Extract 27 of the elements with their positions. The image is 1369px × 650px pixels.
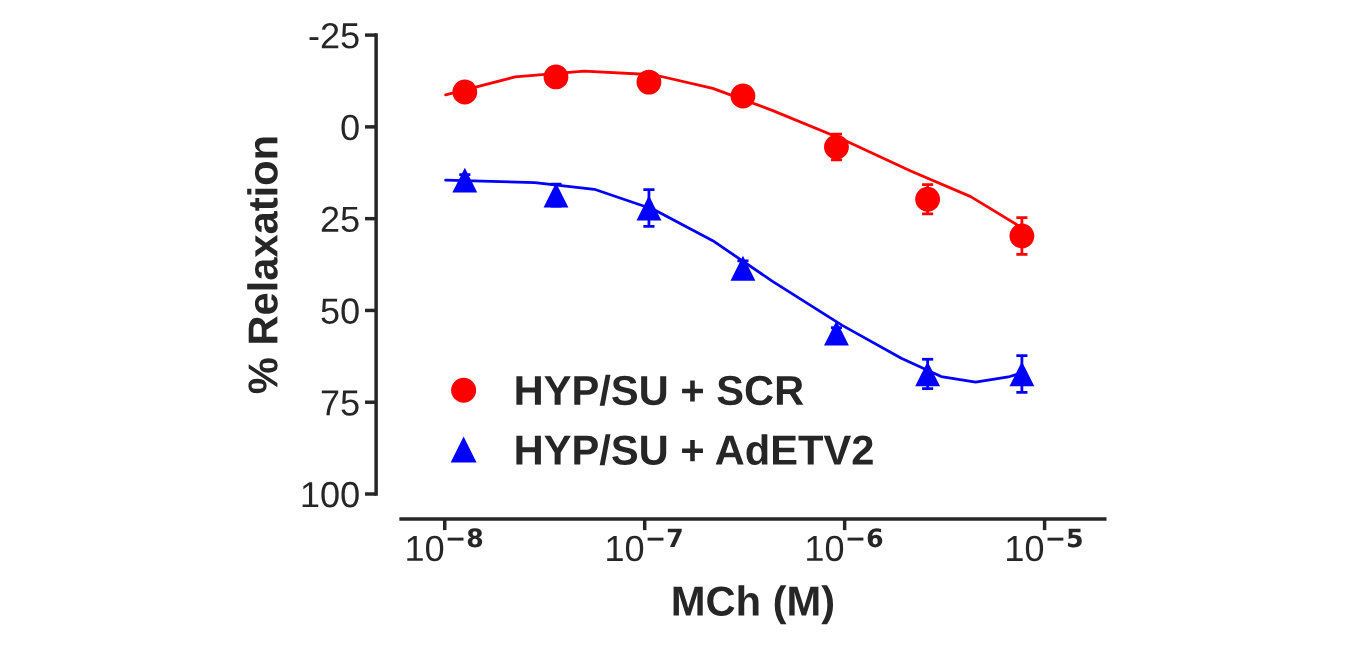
y-tick-label: 0 <box>341 114 359 141</box>
legend-label: HYP/SU + AdETV2 <box>516 434 873 466</box>
point <box>452 79 478 105</box>
x-tick-label: 10$^{−6}$ <box>807 528 883 562</box>
x-tick-label: 10$^{−8}$ <box>407 528 483 562</box>
point <box>452 167 478 193</box>
y-axis-title: % Relaxation <box>247 137 278 394</box>
point <box>824 134 849 160</box>
point <box>543 64 569 90</box>
point <box>915 186 941 212</box>
point <box>1009 223 1035 249</box>
y-tick-label: 50 <box>321 298 359 324</box>
x-axis-title: MCh (M) <box>673 585 834 625</box>
point <box>636 69 662 95</box>
point <box>824 320 849 346</box>
y-tick-label: 75 <box>321 390 359 416</box>
y-tick-label: 100 <box>302 481 359 508</box>
y-tick-label: -25 <box>309 22 359 49</box>
legend-label: HYP/SU + SCR <box>516 374 804 406</box>
x-tick-label: 10$^{−5}$ <box>1007 528 1082 562</box>
point <box>636 195 662 221</box>
y-tick-label: 25 <box>321 206 359 233</box>
point <box>730 83 756 109</box>
point <box>915 361 941 387</box>
point <box>1009 361 1035 387</box>
x-tick-label: 10$^{−7}$ <box>607 528 682 562</box>
point <box>730 255 756 281</box>
